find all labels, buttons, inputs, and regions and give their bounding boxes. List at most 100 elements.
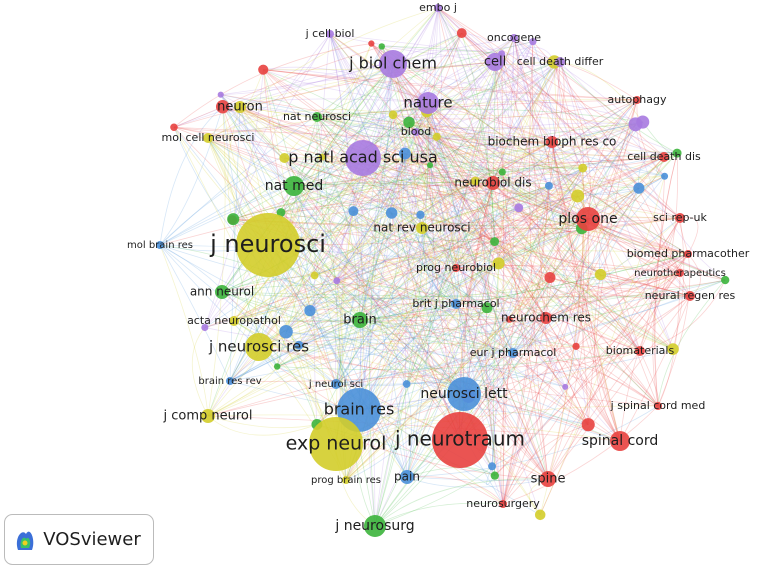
- edge: [233, 253, 689, 322]
- edge: [455, 241, 495, 305]
- edge: [207, 137, 457, 269]
- edge: [358, 317, 547, 411]
- edge: [222, 46, 382, 108]
- node: [481, 302, 493, 314]
- edge: [513, 37, 636, 125]
- node: [581, 418, 595, 432]
- edge: [437, 7, 495, 242]
- edge: [314, 214, 421, 276]
- edge: [358, 167, 584, 411]
- node: [402, 380, 411, 388]
- edge: [529, 41, 549, 480]
- edge: [280, 212, 549, 480]
- edge: [494, 61, 549, 480]
- edge: [559, 61, 584, 169]
- edge: [221, 291, 621, 442]
- node-label: blood: [401, 125, 431, 138]
- edge: [222, 106, 417, 138]
- node-label: spine: [531, 472, 566, 487]
- edge: [459, 156, 665, 441]
- node: [508, 348, 518, 358]
- edge: [404, 153, 457, 305]
- edge: [436, 136, 689, 255]
- edge: [329, 33, 541, 515]
- edge: [277, 319, 510, 367]
- edge: [362, 157, 549, 480]
- edge: [421, 175, 665, 229]
- edge: [263, 69, 582, 229]
- node: [279, 324, 293, 339]
- edge: [336, 280, 659, 407]
- edge: [513, 37, 553, 143]
- node: [156, 241, 164, 249]
- edge: [381, 46, 681, 274]
- edge: [280, 182, 494, 213]
- edge: [371, 43, 621, 442]
- node: [633, 182, 645, 194]
- edge: [336, 185, 550, 282]
- edge: [329, 33, 547, 319]
- edge: [455, 265, 681, 274]
- edge: [309, 267, 457, 312]
- node: [379, 50, 407, 78]
- edge: [575, 228, 584, 347]
- node: [388, 110, 398, 120]
- edge: [404, 141, 553, 154]
- edge: [455, 303, 514, 354]
- node-label: plos one: [558, 211, 617, 227]
- node: [721, 275, 730, 285]
- edge: [229, 279, 726, 382]
- edge: [316, 116, 457, 269]
- edge: [233, 217, 681, 227]
- edge: [280, 61, 561, 213]
- edge: [392, 114, 681, 219]
- edge: [392, 114, 461, 441]
- edge: [427, 102, 494, 184]
- edge: [220, 94, 408, 478]
- edge: [239, 106, 601, 275]
- node: [661, 172, 669, 180]
- node: [201, 323, 209, 332]
- edge: [329, 33, 621, 442]
- node: [540, 312, 552, 324]
- edge: [239, 106, 689, 255]
- edge: [455, 267, 659, 407]
- edge: [309, 310, 566, 388]
- edge: [406, 476, 549, 481]
- edge: [502, 121, 643, 173]
- edge: [321, 156, 361, 321]
- edge: [436, 136, 514, 354]
- node: [451, 299, 461, 309]
- edge: [159, 63, 394, 246]
- edge: [381, 46, 547, 319]
- edge: [239, 106, 678, 154]
- node-label: exp neurol: [286, 433, 387, 455]
- edge: [207, 366, 278, 417]
- node: [486, 176, 500, 190]
- node-label: j neurosci: [209, 230, 326, 258]
- edge: [316, 267, 457, 425]
- node-label: spinal cord: [582, 433, 659, 449]
- edge: [280, 212, 566, 388]
- node: [684, 250, 692, 258]
- edge: [267, 244, 514, 354]
- node: [368, 40, 375, 47]
- edge: [309, 63, 394, 311]
- edge: [239, 106, 551, 278]
- edge: [558, 61, 584, 169]
- edge: [509, 277, 551, 320]
- node-label: nat neurosci: [283, 110, 351, 123]
- edge: [293, 32, 462, 187]
- node: [540, 471, 556, 487]
- node: [490, 471, 499, 480]
- edge: [276, 366, 504, 505]
- node-label: nat rev neurosci: [373, 221, 470, 235]
- edge: [227, 106, 241, 220]
- edges: [159, 7, 726, 527]
- edge: [374, 207, 520, 527]
- node: [488, 462, 497, 471]
- edge: [358, 182, 494, 411]
- edge: [392, 61, 561, 116]
- edge: [371, 43, 438, 137]
- edge: [652, 217, 681, 407]
